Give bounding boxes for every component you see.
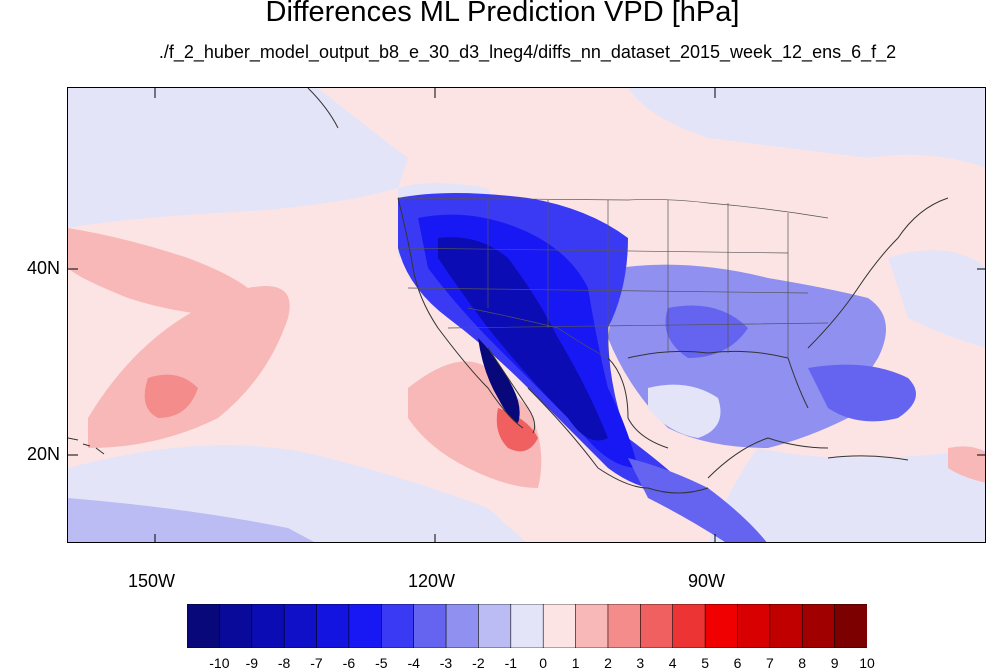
lon-label-120w: 120W — [408, 571, 456, 591]
colorbar-box — [672, 604, 706, 648]
coastline-gulf-north — [627, 350, 809, 409]
field-pink-north-pacific — [68, 228, 268, 318]
field-pink-east-edge — [948, 446, 985, 483]
colorbar-box — [542, 604, 577, 648]
colorbar-box — [640, 604, 674, 648]
coastline-baja — [487, 347, 536, 434]
coastline-mexico-pacific — [527, 387, 709, 494]
colorbar-tick-label: -9 — [245, 655, 259, 671]
field-blue-central-us — [665, 305, 748, 358]
colorbar-box — [413, 604, 447, 648]
field-pink-central-pacific — [88, 286, 290, 448]
colorbar-tick-label: -6 — [342, 655, 356, 671]
lon-label-150w: 150W — [128, 571, 176, 591]
plot-subtitle: ./f_2_huber_model_output_b8_e_30_d3_lneg… — [158, 42, 897, 62]
colorbar-box — [445, 604, 480, 648]
colorbar-box — [380, 604, 415, 648]
coastline-hawaii — [68, 437, 105, 455]
colorbar-tick-label: 10 — [859, 655, 875, 671]
coastline-atlantic — [807, 197, 949, 349]
colorbar-box — [769, 604, 804, 648]
colorbar-tick-label: 4 — [668, 655, 677, 671]
colorbar-tick-label: -1 — [504, 655, 518, 671]
plot-title: Differences ML Prediction VPD [hPa] — [265, 0, 740, 28]
field-blue-central-america — [628, 458, 767, 542]
colorbar-box — [607, 604, 642, 648]
border-state-lines-horizontal — [397, 247, 829, 329]
field-blue-atlantic — [888, 250, 985, 348]
colorbar-box — [834, 604, 867, 648]
colorbar-box — [575, 604, 609, 648]
border-us-mexico — [467, 307, 609, 359]
field-red-baja-patch — [496, 408, 538, 452]
colorbar-tick-label: 2 — [604, 655, 612, 671]
colorbar-tick-label: -2 — [472, 655, 485, 671]
colorbar-box — [187, 604, 221, 648]
axis-ticks — [68, 88, 985, 542]
colorbar-box — [737, 604, 771, 648]
coastline-gulf-west — [607, 357, 669, 449]
colorbar-tick-label: 6 — [733, 655, 742, 671]
border-state-lines-vertical — [487, 200, 789, 358]
lat-label-20n: 20N — [27, 444, 61, 464]
colorbar-tick-label: 1 — [571, 655, 580, 671]
field-blue-nw-pacific — [68, 88, 408, 228]
lon-label-90w: 90W — [688, 571, 726, 591]
field-light-gulf — [648, 384, 721, 438]
colorbar-box — [316, 604, 350, 648]
field-blue-caribbean — [708, 448, 985, 542]
colorbar-box — [219, 604, 253, 648]
colorbar-tick-label: 5 — [701, 655, 709, 671]
colorbar-tick-label: 3 — [636, 655, 645, 671]
field-blue-canada — [628, 88, 985, 168]
coastline-yucatan — [707, 437, 829, 479]
coastline-cuba — [827, 455, 909, 461]
field-blue-gulf-stream — [808, 364, 916, 422]
field-red-patch-pacific — [144, 374, 198, 418]
colorbar-box — [251, 604, 285, 648]
colorbar-box — [704, 604, 739, 648]
colorbar-box — [478, 604, 512, 648]
map-field — [68, 88, 985, 542]
coastline-alaska — [307, 88, 339, 129]
colorbar — [187, 604, 867, 648]
colorbar-tick-label: -10 — [209, 655, 230, 671]
field-blue-south-band — [68, 498, 315, 542]
colorbar-box — [801, 604, 836, 648]
colorbar-tick-label: -3 — [439, 655, 453, 671]
colorbar-tick-label: 7 — [765, 655, 774, 671]
field-deep-blue-core — [438, 237, 608, 441]
map-panel — [67, 87, 986, 543]
colorbar-box — [348, 604, 383, 648]
colorbar-tick-label: 0 — [539, 655, 548, 671]
colorbar-box — [510, 604, 544, 648]
field-deep-blue-baja — [478, 338, 520, 423]
lat-label-40n: 40N — [27, 258, 61, 278]
colorbar-tick-label: 9 — [830, 655, 839, 671]
colorbar-tick-label: -7 — [310, 655, 323, 671]
border-layer — [397, 197, 829, 359]
colorbar-tick-label: -4 — [407, 655, 420, 671]
colorbar-tick-label: -8 — [277, 655, 291, 671]
border-us-canada — [397, 197, 829, 219]
colorbar-tick-label: 8 — [798, 655, 807, 671]
colorbar-box — [283, 604, 318, 648]
colorbar-tick-label: -5 — [375, 655, 388, 671]
